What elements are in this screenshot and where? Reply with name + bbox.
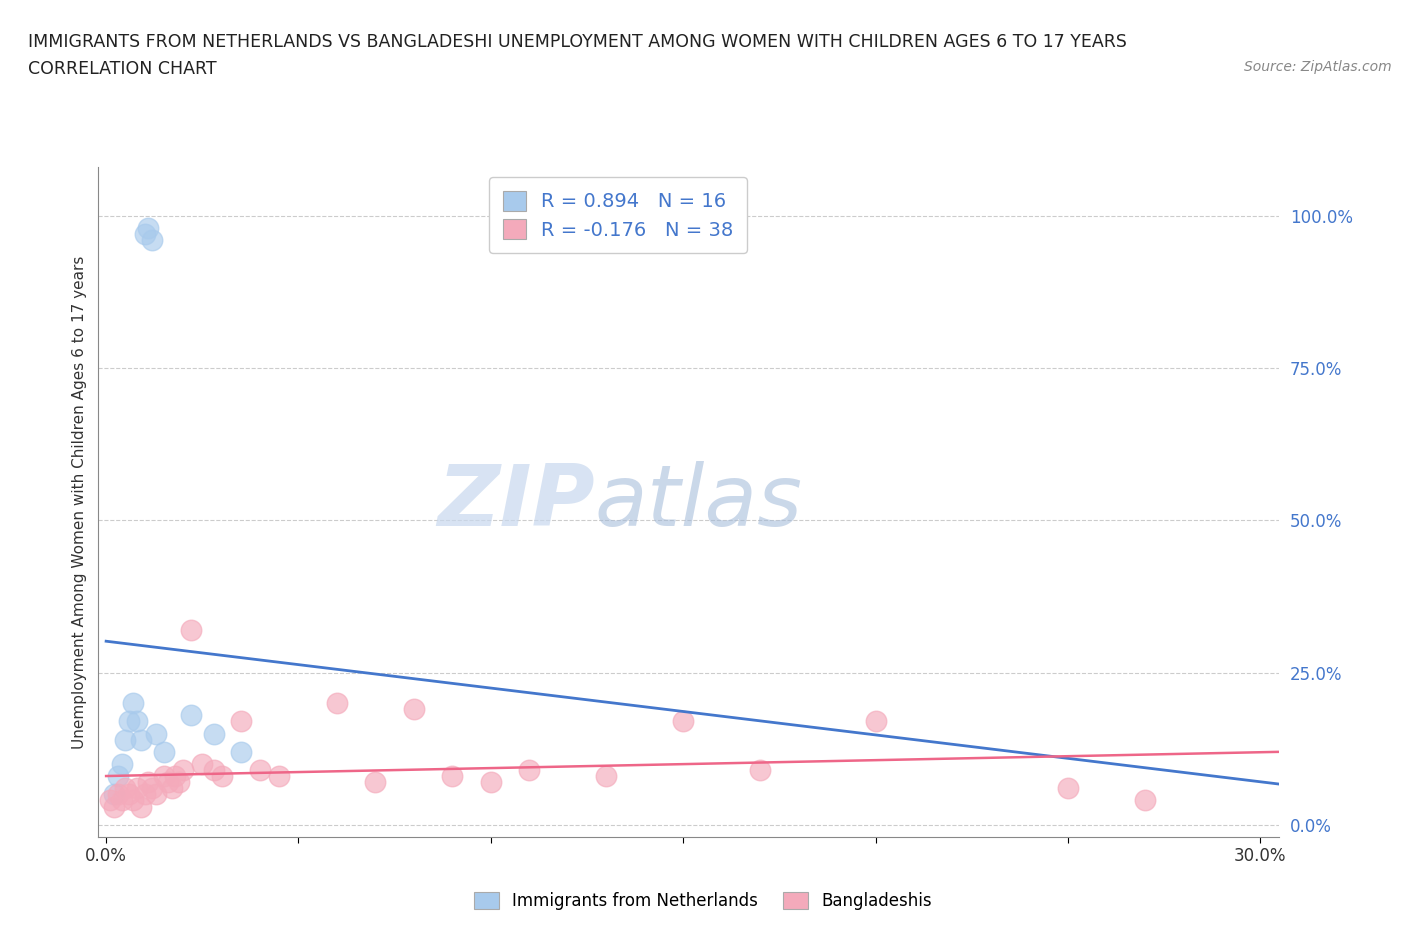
Point [672, 714, 695, 729]
Point [595, 769, 617, 784]
Text: atlas: atlas [595, 460, 803, 544]
Text: CORRELATION CHART: CORRELATION CHART [28, 60, 217, 78]
Point [145, 787, 167, 802]
Point [110, 756, 132, 771]
Point [107, 769, 129, 784]
Point [141, 781, 163, 796]
Point [114, 732, 136, 747]
Point [326, 696, 349, 711]
Point [211, 769, 233, 784]
Point [517, 763, 540, 777]
Point [441, 769, 464, 784]
Point [749, 763, 772, 777]
Point [122, 793, 145, 808]
Point [180, 622, 202, 637]
Point [269, 769, 291, 784]
Text: Source: ZipAtlas.com: Source: ZipAtlas.com [1244, 60, 1392, 74]
Point [134, 227, 156, 242]
Text: IMMIGRANTS FROM NETHERLANDS VS BANGLADESHI UNEMPLOYMENT AMONG WOMEN WITH CHILDRE: IMMIGRANTS FROM NETHERLANDS VS BANGLADES… [28, 33, 1128, 50]
Point [103, 799, 125, 814]
Legend: Immigrants from Netherlands, Bangladeshis: Immigrants from Netherlands, Bangladeshi… [467, 885, 939, 917]
Point [129, 799, 152, 814]
Point [229, 744, 252, 759]
Point [191, 756, 214, 771]
Point [153, 744, 176, 759]
Point [249, 763, 271, 777]
Point [118, 787, 141, 802]
Point [479, 775, 502, 790]
Point [138, 220, 160, 235]
Point [165, 769, 187, 784]
Point [1057, 781, 1080, 796]
Point [167, 775, 190, 790]
Point [129, 732, 152, 747]
Point [172, 763, 194, 777]
Point [114, 781, 136, 796]
Text: ZIP: ZIP [437, 460, 595, 544]
Point [202, 726, 225, 741]
Point [402, 702, 425, 717]
Point [1133, 793, 1156, 808]
Point [145, 726, 167, 741]
Point [107, 787, 129, 802]
Point [180, 708, 202, 723]
Point [229, 714, 252, 729]
Point [364, 775, 387, 790]
Point [110, 793, 132, 808]
Point [103, 787, 125, 802]
Point [125, 714, 148, 729]
Point [134, 787, 156, 802]
Point [865, 714, 887, 729]
Point [153, 769, 176, 784]
Point [118, 714, 141, 729]
Point [141, 233, 163, 248]
Point [138, 775, 160, 790]
Point [156, 775, 179, 790]
Y-axis label: Unemployment Among Women with Children Ages 6 to 17 years: Unemployment Among Women with Children A… [72, 256, 87, 749]
Point [122, 696, 145, 711]
Point [160, 781, 183, 796]
Legend: R = 0.894   N = 16, R = -0.176   N = 38: R = 0.894 N = 16, R = -0.176 N = 38 [489, 177, 747, 253]
Point [125, 781, 148, 796]
Point [98, 793, 121, 808]
Point [202, 763, 225, 777]
